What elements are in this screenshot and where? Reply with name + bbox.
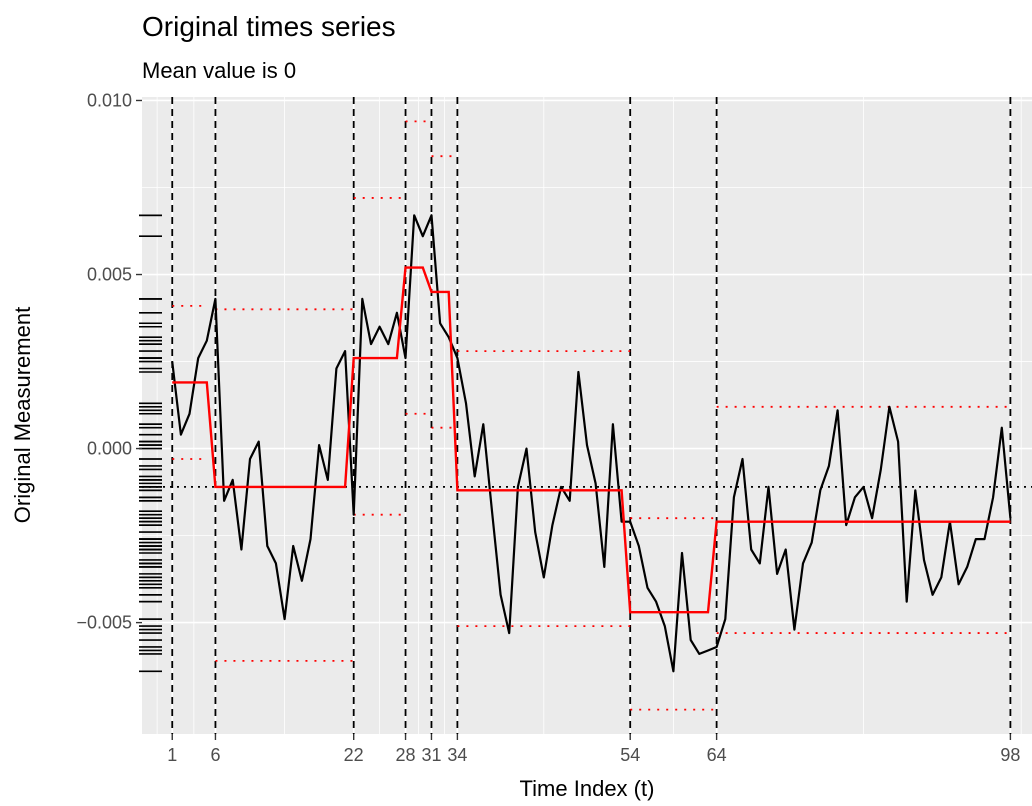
x-tick-label: 22	[344, 745, 364, 765]
y-tick-label: 0.010	[87, 90, 132, 110]
changepoint-lines	[171, 97, 1012, 734]
y-tick-label: 0.005	[87, 265, 132, 285]
y-tick-label: 0.000	[87, 439, 132, 459]
x-axis: 1 6 22 28 31 34 54 64 98	[167, 734, 1020, 765]
x-tick-label: 34	[447, 745, 467, 765]
rug-marks	[139, 214, 162, 673]
x-tick-label: 64	[707, 745, 727, 765]
x-tick-label: 28	[396, 745, 416, 765]
x-tick-label: 54	[620, 745, 640, 765]
segment-mean-lines	[172, 266, 1011, 614]
x-tick-label: 1	[167, 745, 177, 765]
x-tick-label: 98	[1000, 745, 1020, 765]
chart-title: Original times series	[142, 11, 396, 42]
plot-panel	[142, 97, 1032, 734]
x-axis-title: Time Index (t)	[520, 776, 655, 801]
series-lines	[171, 214, 1012, 673]
confidence-bounds	[172, 120, 1011, 711]
x-tick-label: 6	[210, 745, 220, 765]
y-tick-label: −0.005	[76, 613, 132, 633]
segment-mean-line	[172, 266, 1011, 614]
y-axis-title: Original Measurement	[10, 307, 35, 523]
series-line	[171, 214, 1012, 673]
x-tick-label: 31	[421, 745, 441, 765]
chart-subtitle: Mean value is 0	[142, 58, 296, 83]
y-axis: −0.005 0.000 0.005 0.010	[76, 90, 142, 633]
